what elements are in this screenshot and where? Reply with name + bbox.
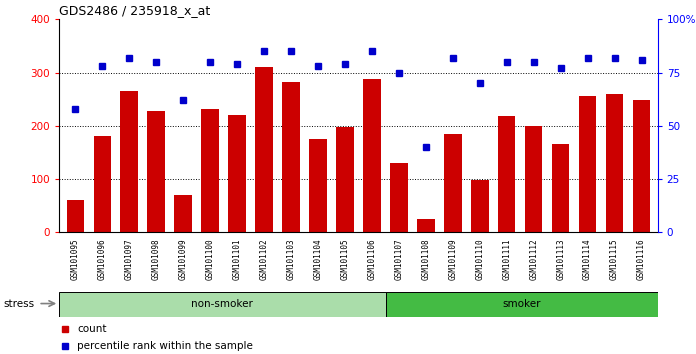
Bar	[579, 97, 596, 232]
Bar	[336, 127, 354, 232]
Bar	[67, 200, 84, 232]
Bar	[148, 111, 165, 232]
Text: GSM101097: GSM101097	[125, 238, 134, 280]
Text: non-smoker: non-smoker	[191, 299, 253, 309]
Bar	[386, 292, 658, 317]
Bar	[228, 115, 246, 232]
Bar	[498, 116, 516, 232]
Bar	[59, 292, 386, 317]
Bar	[201, 109, 219, 232]
Bar	[471, 180, 489, 232]
Text: smoker: smoker	[503, 299, 541, 309]
Text: GSM101095: GSM101095	[71, 238, 80, 280]
Bar	[633, 100, 650, 232]
Text: GSM101102: GSM101102	[260, 238, 269, 280]
Text: GSM101116: GSM101116	[637, 238, 646, 280]
Bar	[309, 139, 326, 232]
Bar	[363, 79, 381, 232]
Text: GSM101099: GSM101099	[179, 238, 188, 280]
Bar	[255, 67, 273, 232]
Bar	[120, 91, 138, 232]
Text: stress: stress	[3, 299, 35, 309]
Text: GSM101110: GSM101110	[475, 238, 484, 280]
Bar	[175, 195, 192, 232]
Bar	[417, 218, 434, 232]
Text: GSM101106: GSM101106	[367, 238, 377, 280]
Text: GSM101105: GSM101105	[340, 238, 349, 280]
Bar	[283, 82, 300, 232]
Bar	[606, 94, 624, 232]
Text: GSM101098: GSM101098	[152, 238, 161, 280]
Text: GSM101111: GSM101111	[503, 238, 512, 280]
Bar	[444, 134, 461, 232]
Text: GSM101108: GSM101108	[421, 238, 430, 280]
Text: GSM101112: GSM101112	[529, 238, 538, 280]
Bar	[552, 144, 569, 232]
Text: GSM101104: GSM101104	[313, 238, 322, 280]
Text: GSM101109: GSM101109	[448, 238, 457, 280]
Text: GSM101115: GSM101115	[610, 238, 619, 280]
Text: GSM101103: GSM101103	[287, 238, 296, 280]
Text: percentile rank within the sample: percentile rank within the sample	[77, 341, 253, 351]
Text: count: count	[77, 324, 106, 333]
Text: GSM101114: GSM101114	[583, 238, 592, 280]
Bar	[525, 126, 542, 232]
Text: GDS2486 / 235918_x_at: GDS2486 / 235918_x_at	[59, 4, 210, 17]
Bar	[390, 163, 408, 232]
Text: GSM101100: GSM101100	[205, 238, 214, 280]
Bar	[93, 136, 111, 232]
Text: GSM101096: GSM101096	[98, 238, 106, 280]
Text: GSM101113: GSM101113	[556, 238, 565, 280]
Text: GSM101101: GSM101101	[232, 238, 242, 280]
Text: GSM101107: GSM101107	[395, 238, 404, 280]
